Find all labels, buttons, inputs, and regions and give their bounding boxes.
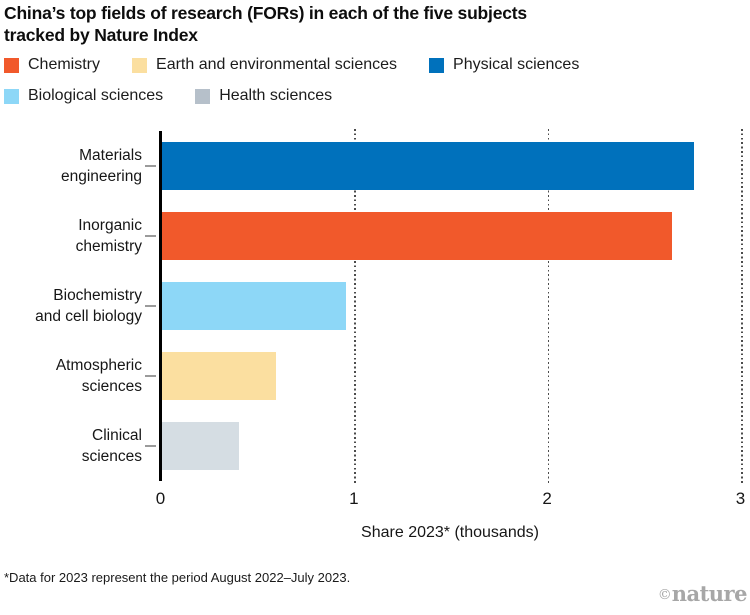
chart-title-line1: China’s top fields of research (FORs) in…: [4, 3, 527, 23]
category-tick-mark: [145, 375, 156, 377]
category-label-clinical-sciences: Clinical sciences: [0, 411, 159, 481]
nature-brand-text: nature: [671, 581, 748, 606]
gridline-x-1: [354, 129, 356, 485]
bar-biochemistry-and-cell-biology: [162, 282, 346, 330]
category-label-biochemistry-and-cell-biology: Biochemistry and cell biology: [0, 271, 159, 341]
category-label-text: Clinical sciences: [81, 427, 142, 465]
chart-title-line2: tracked by Nature Index: [4, 25, 198, 45]
bar-clinical-sciences: [162, 422, 240, 470]
legend-swatch-icon: [4, 57, 19, 73]
x-tick-label-3: 3: [735, 489, 746, 508]
category-tick-mark: [145, 235, 156, 237]
x-tick-label-1: 1: [349, 489, 359, 508]
bar-row: [162, 131, 742, 201]
bar-row: [162, 411, 742, 481]
category-label-atmospheric-sciences: Atmospheric sciences: [0, 341, 159, 411]
category-label-text: Inorganic chemistry: [75, 217, 142, 255]
gridline-x-2: [547, 129, 550, 485]
x-tick-label-2: 2: [542, 489, 552, 508]
bar-row: [162, 201, 742, 271]
bar-row: [162, 341, 742, 411]
bar-atmospheric-sciences: [162, 352, 277, 400]
legend-label: Health sciences: [219, 87, 333, 104]
legend-row: Chemistry Earth and environmental science…: [4, 53, 746, 77]
bar-inorganic-chemistry: [162, 212, 673, 260]
legend-item-earth-and-environmental-sciences: Earth and environmental sciences: [132, 56, 397, 74]
category-label-materials-engineering: Materials engineering: [0, 131, 159, 201]
category-tick-mark: [145, 165, 156, 167]
legend-item-chemistry: Chemistry: [4, 56, 100, 74]
legend-swatch-icon: [4, 88, 19, 104]
bar-chart: Materials engineering Inorganic chemistry…: [0, 129, 743, 485]
legend-item-biological-sciences: Biological sciences: [4, 87, 163, 105]
legend-swatch-icon: [429, 57, 445, 73]
bar-materials-engineering: [162, 142, 694, 190]
legend-swatch-icon: [132, 57, 148, 73]
legend-label: Physical sciences: [453, 56, 580, 73]
category-label-text: Materials engineering: [60, 147, 142, 185]
legend: Chemistry Earth and environmental science…: [4, 53, 746, 115]
x-axis-ticks: 0 1 2 3: [156, 489, 745, 511]
footnote: *Data for 2023 represent the period Augu…: [4, 570, 351, 585]
legend-label: Earth and environmental sciences: [156, 56, 398, 73]
x-tick-label-0: 0: [155, 489, 166, 508]
legend-item-physical-sciences: Physical sciences: [429, 56, 579, 74]
category-axis: Materials engineering Inorganic chemistry…: [0, 131, 159, 481]
plot-area: [159, 129, 743, 485]
legend-label: Chemistry: [28, 56, 101, 73]
bar-row: [162, 271, 742, 341]
legend-swatch-icon: [195, 88, 211, 104]
legend-item-health-sciences: Health sciences: [195, 87, 332, 105]
gridline-x-3: [741, 129, 743, 485]
legend-label: Biological sciences: [28, 87, 164, 104]
x-axis-title: Share 2023* (thousands): [361, 524, 539, 541]
category-tick-mark: [145, 445, 156, 447]
chart-title: China’s top fields of research (FORs) in…: [4, 2, 724, 46]
category-label-text: Biochemistry and cell biology: [35, 287, 142, 325]
category-label-inorganic-chemistry: Inorganic chemistry: [0, 201, 159, 271]
category-tick-mark: [145, 305, 156, 307]
copyright-icon: ©: [657, 587, 672, 603]
category-label-text: Atmospheric sciences: [55, 357, 142, 395]
nature-logo: ©nature: [657, 581, 748, 606]
legend-row: Biological sciences Health sciences: [4, 84, 746, 108]
